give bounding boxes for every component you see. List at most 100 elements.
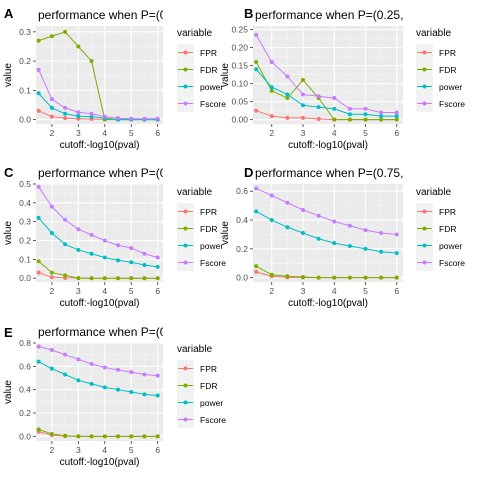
y-tick-label: 0.10 [231, 79, 248, 89]
y-tick-label: 0.5 [19, 179, 31, 189]
data-point-fpr [254, 108, 259, 113]
legend-label: FDR [439, 65, 456, 75]
data-point-power [347, 112, 352, 117]
data-point-fscore [347, 223, 352, 228]
data-point-power [49, 231, 54, 235]
plot-background [253, 26, 403, 124]
y-tick-label: 0.20 [231, 43, 248, 53]
data-point-power [301, 231, 305, 235]
data-point-fscore [301, 207, 305, 212]
legend-key-point [183, 50, 188, 55]
legend-key-point [183, 67, 188, 72]
chart-title: performance when P=(0.1,0.5,442,0) [38, 8, 234, 22]
series-line-power [38, 92, 158, 121]
data-point-fdr [116, 276, 121, 281]
y-tick-label: 0.6 [19, 361, 31, 371]
series-group [36, 29, 160, 122]
data-point-fscore [142, 372, 147, 377]
plot-background [36, 184, 163, 282]
legend-title: variable [177, 28, 212, 39]
data-point-fdr [254, 264, 259, 269]
y-tick-label: 0.2 [19, 56, 31, 66]
data-point-fscore [49, 97, 54, 102]
y-tick-label: 0.0 [19, 115, 31, 125]
y-tick-label: 0.4 [19, 198, 31, 208]
series-line-fscore [255, 187, 397, 235]
data-point-power [36, 215, 41, 220]
data-point-power [49, 366, 54, 371]
data-point-power [142, 392, 147, 397]
data-point-fdr [116, 434, 121, 439]
y-tick-label: 0.25 [231, 25, 248, 35]
data-point-fscore [102, 114, 107, 119]
legend-key-point [183, 417, 188, 422]
legend-item: power [416, 78, 462, 95]
data-point-power [76, 247, 81, 252]
data-point-power [76, 114, 81, 119]
data-point-fdr [142, 276, 147, 281]
x-tick-label: 4 [332, 286, 337, 296]
data-point-fdr [269, 272, 274, 277]
y-tick-label: 0.2 [19, 408, 31, 418]
data-point-power [254, 209, 259, 214]
legend-key-point [422, 50, 427, 55]
data-point-fdr [76, 276, 81, 281]
data-point-power [63, 242, 68, 247]
data-point-fdr [394, 117, 399, 122]
series-group [36, 184, 160, 281]
legend: variable FPR FDR power Fscore [177, 187, 226, 271]
data-point-power [63, 372, 68, 377]
series-line-power [38, 361, 158, 396]
data-point-power [155, 393, 160, 398]
data-point-fscore [155, 373, 160, 378]
y-tick-label: 0.0 [236, 273, 248, 283]
x-tick-label: 2 [50, 128, 55, 138]
legend-title: variable [416, 187, 451, 198]
data-point-fscore [116, 243, 121, 248]
y-tick-label: 0.4 [19, 385, 31, 395]
legend-label: power [200, 398, 223, 408]
data-point-fdr [89, 434, 94, 439]
legend-title: variable [416, 28, 451, 39]
data-point-fscore [347, 106, 352, 111]
legend-title: variable [177, 344, 212, 355]
legend-item: Fscore [177, 95, 226, 112]
data-point-fscore [49, 348, 54, 352]
data-point-fscore [379, 110, 384, 115]
legend-item: FDR [416, 61, 456, 78]
data-point-fscore [63, 217, 68, 222]
data-point-fdr [49, 34, 54, 39]
legend-key-point [422, 260, 427, 265]
data-point-power [316, 236, 321, 241]
legend-label: power [439, 82, 462, 92]
y-tick-label: 0.1 [19, 85, 31, 95]
legend-item: Fscore [177, 411, 226, 428]
x-tick-label: 6 [155, 286, 160, 296]
y-tick-label: 0.6 [236, 186, 248, 196]
legend-label: FDR [200, 65, 217, 75]
data-point-fdr [155, 276, 160, 281]
series-line-power [255, 210, 397, 254]
data-point-fdr [63, 433, 68, 438]
y-tick-label: 0.0 [19, 273, 31, 283]
y-axis-label: value [3, 380, 14, 404]
data-point-fpr [36, 108, 41, 113]
data-point-fscore [89, 111, 94, 116]
data-point-power [332, 106, 337, 111]
y-tick-label: 0.4 [236, 215, 248, 225]
data-point-fpr [269, 114, 274, 119]
data-point-fscore [363, 228, 368, 233]
panel-label: D [244, 165, 253, 180]
y-tick-label: 0.8 [19, 338, 31, 348]
data-point-fscore [89, 362, 94, 366]
data-point-power [76, 378, 81, 383]
data-point-power [89, 381, 94, 386]
legend-key-point [183, 400, 188, 405]
chart-title-group: performance when P=(0.75,0.5,442,0) [255, 166, 403, 180]
data-point-fdr [63, 273, 68, 278]
data-point-fscore [332, 219, 337, 224]
data-point-fscore [116, 116, 121, 121]
legend-item: power [416, 237, 462, 254]
y-axis-label: value [220, 63, 231, 87]
